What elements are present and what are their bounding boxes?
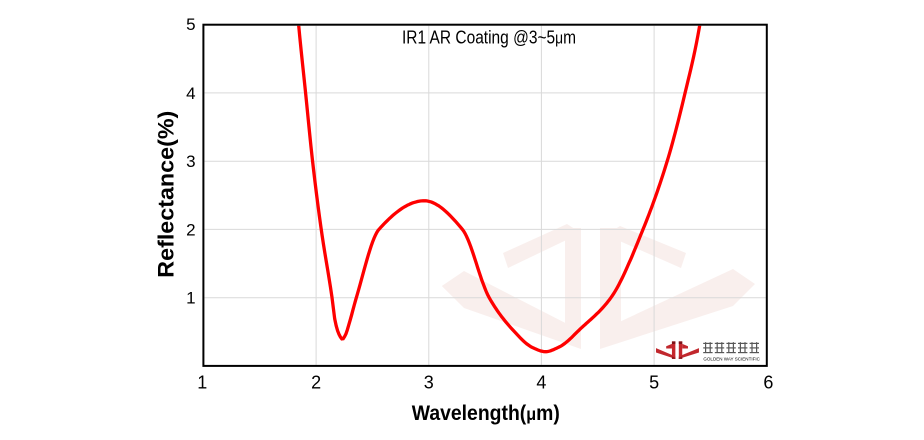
svg-text:1: 1 — [186, 289, 195, 308]
svg-text:1: 1 — [197, 373, 207, 393]
svg-text:2: 2 — [311, 373, 321, 393]
svg-text:Reflectance(%): Reflectance(%) — [154, 111, 179, 278]
svg-text:Wavelength(μm): Wavelength(μm) — [412, 402, 560, 425]
svg-text:5: 5 — [649, 373, 659, 393]
svg-text:4: 4 — [536, 373, 546, 393]
svg-text:6: 6 — [763, 373, 773, 393]
svg-text:2: 2 — [186, 220, 195, 239]
svg-text:5: 5 — [186, 15, 195, 34]
svg-text:3: 3 — [186, 152, 195, 171]
svg-text:3: 3 — [424, 373, 434, 393]
svg-text:4: 4 — [186, 84, 195, 103]
svg-text:GOLDEN WAY SCIENTIFIC: GOLDEN WAY SCIENTIFIC — [703, 356, 760, 362]
svg-text:IR1 AR Coating @3~5μm: IR1 AR Coating @3~5μm — [402, 27, 576, 48]
